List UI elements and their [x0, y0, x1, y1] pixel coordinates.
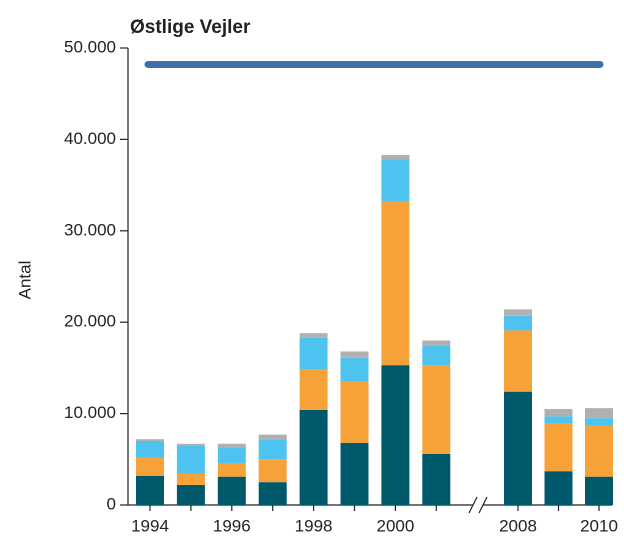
y-tick-label: 40.000	[64, 129, 116, 148]
y-axis-label: Antal	[15, 261, 34, 300]
bar-segment	[299, 369, 328, 410]
bar-segment	[217, 462, 246, 477]
x-tick-label: 1994	[131, 516, 169, 535]
y-tick-label: 0	[107, 494, 116, 513]
bar-segment	[381, 159, 410, 202]
bar-segment	[381, 154, 410, 160]
bar-segment	[422, 453, 451, 505]
bar-segment	[136, 475, 164, 505]
bar-segment	[136, 439, 164, 442]
y-tick-label: 30.000	[64, 220, 116, 239]
chart-title: Østlige Vejler	[130, 17, 251, 38]
bar-segment	[258, 482, 287, 505]
bar-segment	[176, 473, 205, 485]
bar-segment	[340, 381, 369, 443]
bar-segment	[340, 357, 369, 382]
bar-segment	[504, 330, 532, 392]
bar-segment	[299, 337, 328, 370]
bar-segment	[217, 443, 246, 448]
y-tick-label: 20.000	[64, 312, 116, 331]
bar-segment	[381, 365, 410, 505]
x-tick-label: 1996	[213, 516, 251, 535]
bar-segment	[176, 484, 205, 505]
bar-segment	[422, 345, 451, 366]
bar-segment	[544, 471, 573, 505]
bar-segment	[381, 201, 410, 366]
bar-segment	[258, 439, 287, 460]
bar-segment	[585, 418, 613, 426]
bar-segment	[340, 351, 369, 358]
bar-segment	[504, 391, 532, 505]
bar-segment	[422, 340, 451, 346]
bar-segment	[176, 443, 205, 446]
bar-segment	[217, 476, 246, 505]
x-tick-label: 1998	[295, 516, 333, 535]
bar-segment	[258, 459, 287, 483]
bar-segment	[136, 441, 164, 458]
bar-segment	[504, 315, 532, 331]
bar-segment	[299, 409, 328, 505]
bar-segment	[299, 333, 328, 338]
bar-segment	[544, 423, 573, 472]
bar-segment	[585, 408, 613, 419]
x-tick-label: 2010	[580, 516, 618, 535]
bar-segment	[176, 445, 205, 474]
bar-segment	[258, 434, 287, 440]
bar-segment	[340, 442, 369, 505]
bar-segment	[585, 425, 613, 477]
bar-segment	[217, 447, 246, 463]
x-tick-label: 2008	[499, 516, 537, 535]
bar-segment	[136, 457, 164, 476]
bar-segment	[504, 309, 532, 316]
x-tick-label: 2000	[376, 516, 414, 535]
y-tick-label: 10.000	[64, 403, 116, 422]
bar-segment	[585, 476, 613, 505]
bar-segment	[422, 365, 451, 454]
y-tick-label: 50.000	[64, 37, 116, 56]
axis-break	[468, 496, 488, 514]
bar-segment	[544, 416, 573, 424]
bar-segment	[544, 409, 573, 417]
